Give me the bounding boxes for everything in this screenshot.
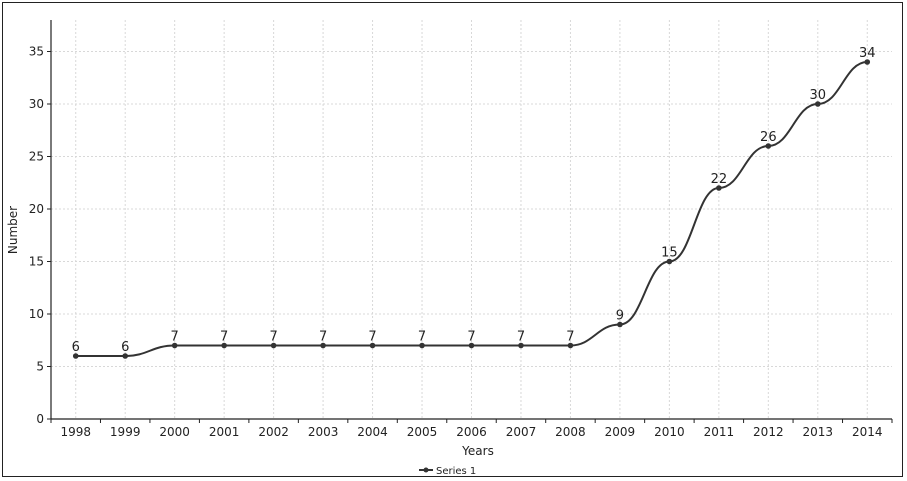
data-label: 7: [517, 330, 525, 345]
x-tick-label: 2001: [209, 425, 240, 439]
data-point: [270, 342, 277, 349]
data-point: [72, 353, 79, 359]
data-label: 7: [368, 330, 376, 345]
data-point: [765, 143, 772, 149]
data-label: 6: [121, 340, 129, 355]
data-point: [518, 342, 524, 349]
data-label: 7: [171, 330, 179, 345]
data-point: [617, 321, 623, 328]
data-points: [72, 59, 871, 359]
data-label: 34: [859, 46, 876, 61]
x-tick-label: 2004: [357, 425, 388, 439]
x-tick-label: 2009: [605, 425, 636, 439]
data-label: 30: [810, 88, 827, 103]
x-tick-label: 1999: [110, 425, 141, 439]
data-label: 22: [711, 172, 728, 187]
x-tick-label: 2008: [555, 425, 586, 439]
grid: [51, 20, 892, 419]
x-axis-title: Years: [461, 444, 494, 458]
x-tick-label: 2011: [704, 425, 735, 439]
x-tick-label: 2014: [852, 425, 883, 439]
data-label: 7: [467, 330, 475, 345]
x-tick-label: 2007: [506, 425, 537, 439]
x-tick-label: 1998: [60, 425, 91, 439]
data-label: 26: [760, 130, 777, 145]
data-point: [369, 342, 376, 349]
data-label: 7: [418, 330, 426, 345]
y-axis-title: Number: [6, 206, 20, 254]
data-labels: 6 6 7 7 7 7 7 7 7 7 7 9 15 22 26 30 34: [72, 46, 876, 355]
x-ticks: 1998 1999 2000 2001 2002 2003 2004 2005 2006 2007…: [50, 419, 893, 439]
data-point: [320, 342, 326, 349]
x-tick-label: 2003: [308, 425, 339, 439]
y-tick-label: 10: [29, 307, 44, 321]
data-point: [171, 342, 178, 349]
data-label: 9: [616, 309, 624, 324]
y-tick-label: 35: [29, 45, 44, 59]
data-point: [864, 59, 871, 65]
legend-marker: [423, 467, 429, 473]
data-label: 6: [72, 340, 80, 355]
legend[interactable]: Series 1: [419, 466, 476, 477]
data-point: [716, 185, 722, 191]
x-tick-label: 2005: [407, 425, 438, 439]
axes: [50, 20, 892, 420]
y-tick-label: 25: [29, 150, 44, 164]
legend-label: Series 1: [436, 466, 476, 477]
data-label: 7: [566, 330, 574, 345]
x-tick-label: 2000: [159, 425, 190, 439]
y-tick-label: 30: [29, 97, 44, 111]
x-tick-label: 2002: [258, 425, 289, 439]
y-tick-label: 15: [29, 255, 44, 269]
y-tick-label: 5: [36, 360, 44, 374]
x-tick-label: 2012: [753, 425, 784, 439]
data-label: 7: [319, 330, 327, 345]
data-label: 15: [661, 246, 678, 261]
x-tick-label: 2013: [803, 425, 834, 439]
data-label: 7: [269, 330, 277, 345]
x-tick-label: 2010: [654, 425, 685, 439]
y-tick-label: 20: [29, 202, 44, 216]
y-ticks: 0 5 10 15 20 25 30 35: [29, 45, 51, 426]
data-point: [221, 342, 227, 349]
data-point: [814, 101, 821, 107]
data-point: [567, 342, 574, 349]
data-label: 7: [220, 330, 228, 345]
x-tick-label: 2006: [456, 425, 487, 439]
data-point: [122, 353, 129, 359]
data-point: [666, 258, 673, 265]
y-tick-label: 0: [36, 412, 44, 426]
data-point: [468, 342, 475, 349]
data-point: [419, 342, 425, 349]
